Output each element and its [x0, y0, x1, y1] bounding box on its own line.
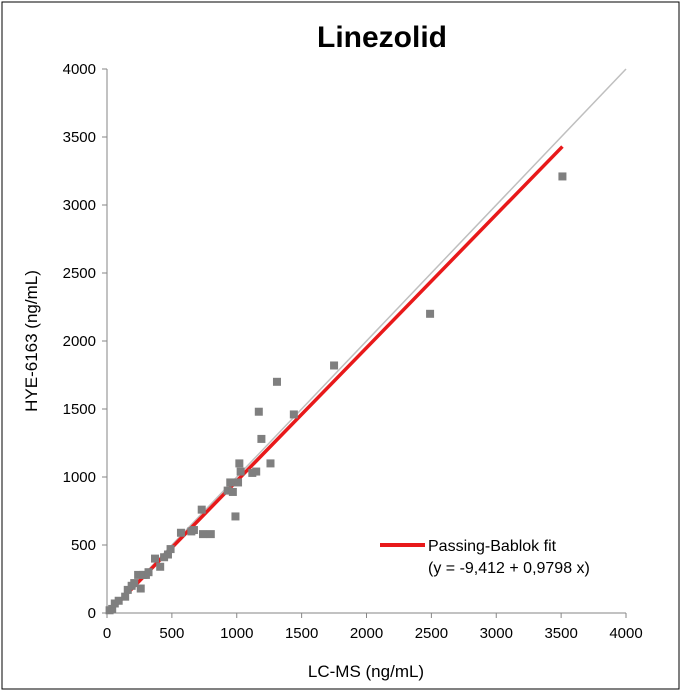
x-tick-label: 3500 [544, 625, 577, 642]
data-point [266, 459, 275, 468]
x-tick-label: 2000 [350, 625, 383, 642]
data-point [206, 530, 215, 539]
data-point [558, 172, 567, 181]
x-tick-label: 3000 [480, 625, 513, 642]
y-tick-label: 3000 [63, 197, 96, 214]
y-tick-label: 2000 [63, 333, 96, 350]
data-point [134, 570, 143, 579]
data-point [254, 407, 263, 416]
data-point [199, 530, 208, 539]
data-point [330, 361, 339, 370]
data-point [166, 545, 175, 554]
data-point [163, 550, 172, 559]
fit-lines [106, 68, 627, 614]
data-point [231, 512, 240, 521]
y-tick-label: 1500 [63, 401, 96, 418]
y-tick-label: 500 [71, 537, 96, 554]
data-point [257, 434, 266, 443]
data-point [223, 486, 232, 495]
data-point [252, 467, 261, 476]
data-point [189, 526, 198, 535]
axes: 0 500 1000 1500 2000 2500 3000 3500 4000 0 500 1000… [63, 61, 643, 642]
y-tick-label: 1000 [63, 469, 96, 486]
data-point [235, 459, 244, 468]
data-point [123, 585, 132, 594]
data-point [151, 554, 160, 563]
data-point [289, 410, 298, 419]
data-point [234, 478, 243, 487]
y-axis-label: HYE-6163 (ng/mL) [22, 270, 41, 412]
data-point [228, 487, 237, 496]
chart-title: Linezolid [317, 21, 447, 54]
y-tick-label: 2500 [63, 265, 96, 282]
data-point [236, 467, 245, 476]
x-tick-label: 1000 [220, 625, 253, 642]
data-point [197, 505, 206, 514]
data-point [108, 604, 117, 613]
x-tick-label: 4000 [609, 625, 642, 642]
y-tick-label: 3500 [63, 129, 96, 146]
data-point [226, 478, 235, 487]
y-tick-label: 0 [88, 605, 96, 622]
x-tick-label: 500 [159, 625, 184, 642]
x-tick-label: 0 [103, 625, 111, 642]
legend-label: Passing-Bablok fit [428, 538, 557, 555]
identity-line [106, 68, 627, 614]
x-tick-label: 2500 [415, 625, 448, 642]
fit-line [108, 145, 564, 613]
data-point [114, 596, 123, 605]
data-point [176, 528, 185, 537]
legend: Passing-Bablok fit (y = -9,412 + 0,9798 … [380, 538, 590, 577]
data-point [136, 584, 145, 593]
data-points [105, 172, 567, 615]
data-point [156, 562, 165, 571]
x-tick-label: 1500 [285, 625, 318, 642]
data-point [272, 377, 281, 386]
data-point [121, 592, 130, 601]
y-tick-label: 4000 [63, 61, 96, 78]
data-point [130, 579, 139, 588]
x-axis-label: LC-MS (ng/mL) [308, 662, 424, 681]
data-point [144, 568, 153, 577]
data-point [426, 309, 435, 318]
legend-equation: (y = -9,412 + 0,9798 x) [428, 560, 590, 577]
